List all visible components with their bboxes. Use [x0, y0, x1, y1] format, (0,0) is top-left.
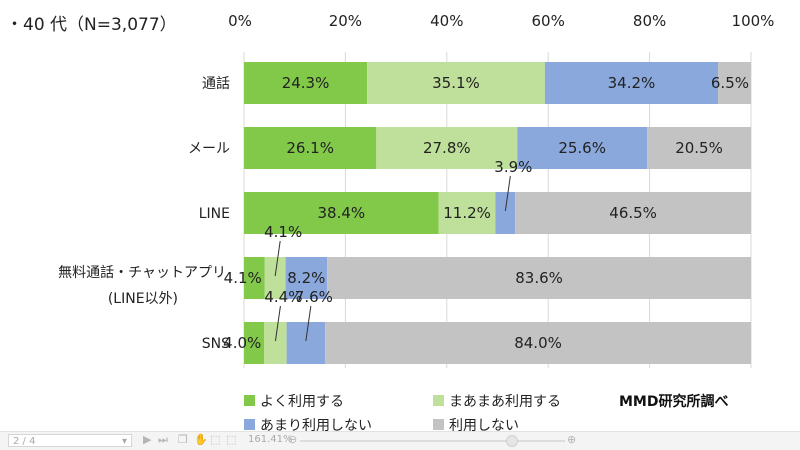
data-label: 35.1%	[432, 74, 480, 92]
data-label: 27.8%	[423, 139, 471, 157]
pdf-viewer-toolbar: 2 / 4 ▾ ▶ ⏭ ❐ ✋ ⬚ ⬚ 161.41% ⊖ ⊕	[0, 431, 800, 450]
bar-segment	[647, 127, 751, 169]
legend-swatch	[244, 419, 255, 430]
data-labels: 24.3% 35.1% 34.2% 6.5% 26.1% 27.8% 25.6% 20.5% 3…	[223, 74, 749, 352]
data-label: 4.1%	[224, 269, 262, 287]
bar-segment	[244, 322, 265, 364]
bar-segment	[244, 62, 368, 104]
bar-segment	[325, 322, 751, 364]
bar-segment	[244, 127, 377, 169]
bar-segment	[244, 192, 439, 234]
bar-segment	[517, 127, 648, 169]
x-tick-label: 80%	[633, 12, 666, 30]
legend-label: よく利用する	[260, 394, 344, 410]
data-label: 7.6%	[295, 288, 333, 306]
hand-tool-icon[interactable]: ✋	[194, 433, 208, 446]
legend-swatch	[433, 419, 444, 430]
x-tick-label: 100%	[732, 12, 775, 30]
bar-segment	[376, 127, 518, 169]
bar-segment	[438, 192, 496, 234]
x-tick-label: 20%	[329, 12, 362, 30]
bar-segment	[495, 192, 516, 234]
bar-segment	[286, 322, 326, 364]
chevron-down-icon: ▾	[121, 436, 127, 447]
copy-icon[interactable]: ❐	[178, 433, 188, 446]
zoom-out-icon[interactable]: ⊖	[288, 433, 298, 446]
data-label: 38.4%	[318, 204, 366, 222]
data-label: 26.1%	[286, 139, 334, 157]
bar-segment	[718, 62, 751, 104]
data-label: 25.6%	[558, 139, 606, 157]
data-label: 11.2%	[443, 204, 491, 222]
y-tick-label-sub: (LINE以外)	[108, 291, 178, 307]
bar-segment	[327, 257, 751, 299]
y-tick-label: メール	[188, 141, 230, 157]
bar-segment	[515, 192, 751, 234]
zoom-slider-handle[interactable]	[506, 435, 518, 447]
zoom-in-icon[interactable]: ⊕	[567, 433, 577, 446]
legend-label: 利用しない	[449, 418, 519, 431]
data-label: 24.3%	[282, 74, 330, 92]
x-tick-label: 0%	[228, 12, 252, 30]
page-select-value: 2 / 4	[13, 436, 36, 447]
leader-line	[274, 305, 281, 342]
chart-title: ・40 代（N=3,077）	[6, 15, 177, 35]
y-tick-label: 通話	[202, 75, 230, 92]
play-icon[interactable]: ▶	[143, 433, 152, 446]
legend-label: あまり利用しない	[260, 418, 372, 431]
bars	[244, 62, 751, 364]
data-label: 4.0%	[223, 334, 261, 352]
data-label: 4.1%	[264, 223, 302, 241]
legend-swatch	[433, 395, 444, 406]
data-label: 4.4%	[264, 288, 302, 306]
zoom-slider[interactable]	[300, 440, 565, 442]
y-tick-label: SNS	[202, 336, 230, 352]
select-tool-icon[interactable]: ⬚	[210, 433, 221, 446]
leader-line	[274, 240, 281, 277]
bar-segment	[367, 62, 545, 104]
data-label: 3.9%	[494, 158, 532, 176]
data-label: 46.5%	[609, 204, 657, 222]
marquee-tool-icon[interactable]: ⬚	[226, 433, 237, 446]
data-label: 8.2%	[287, 269, 325, 287]
x-tick-label: 60%	[532, 12, 565, 30]
zoom-level: 161.41%	[248, 434, 293, 445]
data-label: 6.5%	[711, 74, 749, 92]
data-label: 83.6%	[515, 269, 563, 287]
bar-segment	[264, 257, 286, 299]
y-tick-label: LINE	[199, 206, 230, 222]
page-select[interactable]: 2 / 4 ▾	[8, 434, 132, 447]
last-page-icon[interactable]: ⏭	[158, 433, 168, 446]
x-axis-ticks: 0% 20% 40% 60% 80% 100%	[228, 12, 774, 30]
leader-line	[305, 305, 312, 342]
legend-label: まあまあ利用する	[449, 394, 561, 410]
data-label: 34.2%	[608, 74, 656, 92]
credit: MMD研究所調べ	[619, 393, 728, 410]
legend-swatch	[244, 395, 255, 406]
data-label: 84.0%	[514, 334, 562, 352]
bar-segment	[544, 62, 719, 104]
bar-segment	[285, 257, 328, 299]
bar-segment	[264, 322, 287, 364]
y-tick-label: 無料通話・チャットアプリ	[58, 264, 226, 281]
x-tick-label: 40%	[430, 12, 463, 30]
bar-segment	[244, 257, 265, 299]
leader-line	[504, 175, 511, 212]
data-label: 20.5%	[675, 139, 723, 157]
